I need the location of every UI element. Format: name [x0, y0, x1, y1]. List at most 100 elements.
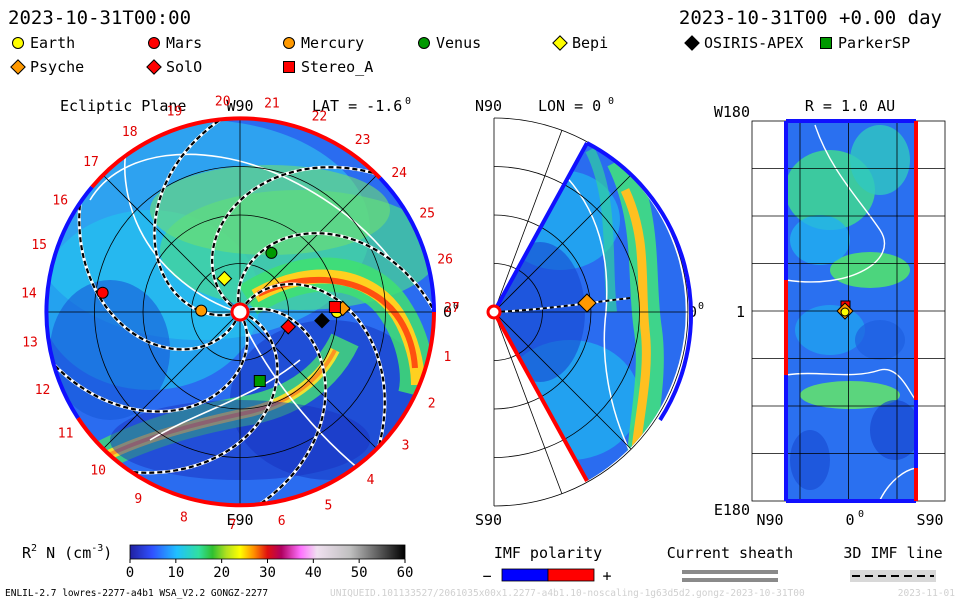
footer-date: 2023-11-01 — [898, 588, 955, 599]
carrington-label-21: 21 — [264, 96, 280, 111]
ecliptic-marker-parkersp — [253, 374, 266, 387]
ecliptic-imf-line — [237, 232, 434, 319]
imf-polarity-legend: IMF polarity − + — [482, 544, 611, 585]
carrington-label-16: 16 — [52, 194, 68, 209]
radial-earth-marker — [840, 307, 850, 317]
imf-polarity-title: IMF polarity — [494, 544, 602, 562]
colorbar-tick-label: 0 — [126, 565, 134, 581]
radial-mid-left-label: 1 — [736, 303, 745, 321]
ecliptic-right-degree: 0 — [453, 301, 459, 312]
datetime-left: 2023-10-31T00:00 — [8, 7, 191, 29]
colorbar-gradient — [129, 544, 406, 560]
colorbar-tick-label: 10 — [167, 565, 184, 581]
carrington-label-20: 20 — [215, 95, 231, 110]
ecliptic-marker-bepi — [216, 270, 233, 287]
carrington-label-8: 8 — [180, 510, 188, 525]
body-legend: Earth Mars Mercury Venus Bepi OSIRIS-APEX Park… — [10, 34, 910, 76]
ecliptic-imf-line — [249, 307, 327, 506]
meridional-right-degree: 0 — [698, 301, 704, 312]
imf-line-title: 3D IMF line — [843, 544, 942, 562]
radial-x-mid-degree: 0 — [858, 509, 864, 520]
colorbar: R2 N (cm-3) 0 10 20 30 40 50 60 — [22, 543, 413, 581]
legend-marker-earth — [12, 37, 24, 49]
legend-marker-bepi — [552, 35, 568, 51]
carrington-label-22: 22 — [312, 109, 328, 124]
ecliptic-imf-line — [210, 166, 385, 308]
legend-label-venus: Venus — [436, 34, 481, 52]
meridional-wedge-boundary — [492, 141, 693, 482]
ecliptic-marker-stereo-a — [328, 301, 341, 314]
legend-label-psyche: Psyche — [30, 58, 84, 76]
carrington-label-6: 6 — [278, 514, 286, 529]
carrington-label-5: 5 — [325, 499, 333, 514]
current-sheath-swatch-1 — [682, 570, 778, 574]
radial-panel: R = 1.0 AU W180 1 E180 N90 0 0 S90 — [714, 97, 946, 529]
legend-marker-solo — [146, 59, 162, 75]
legend-label-stereo-a: Stereo_A — [301, 58, 373, 76]
imf-polarity-positive-swatch — [547, 568, 595, 582]
ecliptic-polarity-ring — [44, 116, 436, 508]
legend-label-osiris-apex: OSIRIS-APEX — [704, 34, 803, 52]
carrington-label-23: 23 — [355, 133, 371, 148]
carrington-label-12: 12 — [35, 383, 51, 398]
carrington-label-17: 17 — [83, 155, 99, 170]
ecliptic-panel: Ecliptic Plane LAT = -1.6 0 W90 E90 0 0 — [21, 95, 460, 533]
ecliptic-lat-label: LAT = -1.6 — [312, 97, 402, 115]
colorbar-ticks: 0 10 20 30 40 50 60 — [126, 559, 414, 581]
imf-polarity-plus: + — [602, 567, 611, 585]
legend-label-parkersp: ParkerSP — [838, 34, 910, 52]
carrington-label-10: 10 — [90, 464, 106, 479]
ecliptic-marker-solo — [280, 318, 297, 335]
ecliptic-bottom-label: E90 — [226, 511, 253, 529]
ecliptic-marker-osiris-apex — [314, 312, 330, 329]
meridional-sun-marker — [486, 304, 502, 320]
carrington-label-4: 4 — [367, 473, 375, 488]
legend-label-earth: Earth — [30, 34, 75, 52]
carrington-label-24: 24 — [391, 166, 407, 181]
meridional-lon-label: LON = 0 — [538, 97, 601, 115]
colorbar-tick-label: 20 — [213, 565, 230, 581]
carrington-label-9: 9 — [134, 492, 142, 507]
carrington-label-27: 27 — [444, 301, 460, 316]
carrington-label-15: 15 — [31, 238, 47, 253]
imf-polarity-negative-swatch — [501, 568, 549, 582]
current-sheath-legend: Current sheath — [667, 544, 793, 582]
radial-top-left-label: W180 — [714, 103, 750, 121]
carrington-label-3: 3 — [402, 438, 410, 453]
colorbar-tick-label: 50 — [351, 565, 368, 581]
ecliptic-marker-mercury — [195, 304, 208, 317]
ecliptic-lat-degree: 0 — [405, 96, 411, 107]
legend-marker-parkersp — [820, 37, 832, 49]
carrington-label-11: 11 — [58, 427, 74, 442]
carrington-label-25: 25 — [419, 206, 435, 221]
ecliptic-right-label: 0 — [443, 303, 452, 321]
radial-x-left-label: N90 — [756, 511, 783, 529]
radial-title: R = 1.0 AU — [805, 97, 895, 115]
legend-label-bepi: Bepi — [572, 34, 608, 52]
ecliptic-body-markers — [96, 246, 351, 387]
meridional-lon-degree: 0 — [608, 96, 614, 107]
radial-polarity-boundary — [784, 119, 918, 503]
sun-marker — [230, 302, 250, 322]
legend-label-mercury: Mercury — [301, 34, 364, 52]
ecliptic-marker-venus — [265, 246, 278, 259]
meridional-bottom-label: S90 — [475, 511, 502, 529]
colorbar-tick-label: 60 — [397, 565, 414, 581]
legend-marker-venus — [418, 37, 430, 49]
legend-marker-mercury — [283, 37, 295, 49]
meridional-top-label: N90 — [475, 97, 502, 115]
legend-marker-stereo-a — [283, 61, 295, 73]
legend-label-mars: Mars — [166, 34, 202, 52]
radial-current-sheath — [786, 124, 916, 501]
current-sheath-title: Current sheath — [667, 544, 793, 562]
ecliptic-imf-line — [46, 320, 249, 413]
meridional-imf-line — [493, 297, 631, 313]
ecliptic-top-label: W90 — [226, 97, 253, 115]
ecliptic-imf-line — [78, 193, 237, 351]
meridional-psyche-marker — [577, 293, 597, 313]
carrington-label-19: 19 — [167, 104, 183, 119]
radial-x-mid-label: 0 — [845, 511, 854, 529]
colorbar-label: R2 N (cm-3) — [22, 543, 112, 562]
legend-label-solo: SolO — [166, 58, 202, 76]
